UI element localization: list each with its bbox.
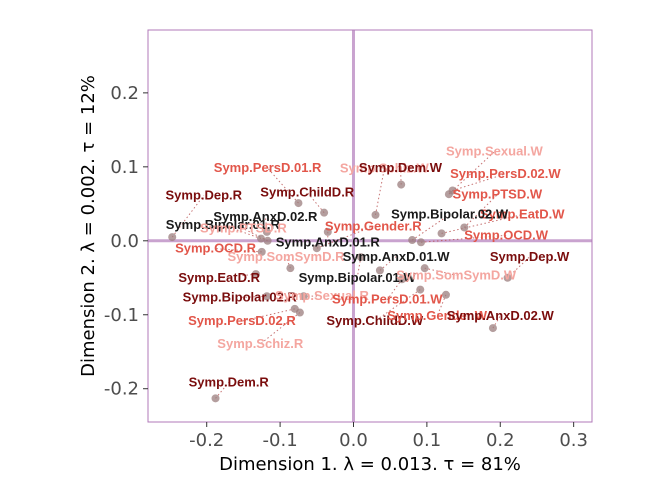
- data-label: Symp.Bipolar.01.W: [299, 270, 417, 285]
- data-point: [312, 244, 321, 253]
- data-point: [416, 285, 425, 294]
- label-connector: [306, 192, 325, 214]
- label-connector: [215, 382, 230, 399]
- label-connector: [259, 312, 301, 345]
- data-label: Symp.PersD.02.W: [450, 166, 561, 181]
- data-label: Symp.Schiz.W: [340, 161, 430, 176]
- data-point: [262, 227, 271, 236]
- label-connector: [264, 216, 268, 232]
- data-label: Symp.Sexual.R: [275, 288, 370, 303]
- data-label: Symp.PersD.02.R: [188, 313, 296, 328]
- y-tick-label: 0.1: [110, 157, 139, 178]
- data-point: [371, 210, 380, 219]
- x-tick-label: 0.2: [486, 430, 515, 451]
- label-connector: [386, 278, 403, 300]
- y-tick-label: 0.0: [110, 231, 139, 252]
- x-tick-label: 0.1: [413, 430, 442, 451]
- data-point: [262, 292, 271, 301]
- x-tick-label: -0.2: [189, 430, 224, 451]
- data-label: Symp.Bipolar.02.W: [391, 207, 509, 222]
- data-label: Symp.EatD.R: [178, 270, 260, 285]
- data-point: [356, 253, 365, 262]
- y-axis-title: Dimension 2. λ = 0.002. τ = 12%: [78, 75, 99, 377]
- data-label: Symp.Dep.R: [165, 187, 242, 202]
- data-label: Symp.Gender.W: [387, 308, 487, 323]
- data-point: [503, 273, 512, 282]
- y-tick-label: 0.2: [110, 83, 139, 104]
- data-label: Symp.PersD.01.W: [332, 292, 443, 307]
- data-label: Symp.AnxD.02.W: [447, 308, 555, 323]
- data-point: [320, 208, 329, 217]
- label-connector: [239, 295, 267, 298]
- data-label: Symp.Gender.R: [325, 218, 422, 233]
- x-tick-label: -0.1: [263, 430, 298, 451]
- label-connector: [441, 214, 523, 234]
- data-point: [441, 290, 450, 299]
- data-label: Symp.ChildD.R: [260, 184, 355, 199]
- label-connector: [452, 173, 506, 191]
- data-point: [257, 247, 266, 256]
- data-point: [417, 238, 426, 247]
- data-label: Symp.OCD.W: [464, 227, 549, 242]
- data-label: Symp.OCD.R: [175, 241, 257, 256]
- data-point: [437, 229, 446, 238]
- label-connector: [171, 195, 205, 238]
- data-point: [323, 227, 332, 236]
- data-label: Symp.Dep.W: [490, 249, 570, 264]
- data-point: [251, 270, 260, 279]
- data-label: Symp.AnxD.01.R: [276, 235, 381, 250]
- data-point: [375, 266, 384, 275]
- data-label: Symp.Schiz.R: [217, 336, 304, 351]
- data-label: Symp.AnxD.01.W: [343, 249, 451, 264]
- x-tick-label: 0.3: [559, 430, 588, 451]
- data-label: Symp.SomSymD.R: [227, 249, 345, 264]
- data-point: [397, 180, 406, 189]
- y-tick-label: -0.2: [104, 379, 139, 400]
- axes: -0.2 -0.1 0.0 0.1 0.2 0.3 -0.2 -0.1 0.0 0.1 0.2: [104, 83, 588, 451]
- data-point: [263, 236, 272, 245]
- data-label: Symp.AnxD.02.R: [213, 209, 318, 224]
- plot-frame: [147, 29, 593, 423]
- label-connector: [424, 267, 457, 276]
- label-connector: [222, 224, 262, 240]
- data-label: Symp.Dem.W: [359, 160, 443, 175]
- data-label: Symp.Dem.R: [189, 374, 270, 389]
- x-tick-label: 0.0: [339, 430, 368, 451]
- label-connector: [507, 256, 530, 279]
- data-label: Symp.PersD.01.R: [214, 160, 322, 175]
- data-label: Symp.ChildD.W: [326, 313, 424, 328]
- reference-lines: [148, 30, 592, 422]
- label-connector: [241, 308, 295, 322]
- data-point: [460, 223, 469, 232]
- data-label: Symp.Sexual.W: [446, 144, 544, 159]
- data-point: [257, 234, 266, 243]
- data-labels: Symp.Dem.R Symp.Schiz.R Symp.PersD.02.R Sym…: [165, 144, 570, 390]
- data-point: [286, 264, 295, 273]
- data-point: [290, 304, 299, 313]
- data-label: Symp.EatD.W: [480, 207, 565, 222]
- data-point: [211, 394, 220, 403]
- data-label: Symp.PTSD.R: [200, 221, 287, 236]
- data-point: [408, 236, 417, 245]
- data-point: [299, 292, 308, 301]
- data-label: Symp.PTSD.W: [453, 187, 543, 202]
- x-axis-title: Dimension 1. λ = 0.013. τ = 81%: [219, 454, 521, 475]
- data-label: Symp.SomSymD.W: [396, 267, 517, 282]
- y-tick-label: -0.1: [104, 305, 139, 326]
- label-connector: [399, 167, 402, 185]
- data-point: [444, 190, 453, 199]
- data-points: [168, 180, 512, 403]
- label-connector: [374, 289, 421, 322]
- data-label: Symp.Bipolar.02.R: [183, 289, 298, 304]
- data-point: [488, 324, 497, 333]
- data-point: [420, 264, 429, 273]
- data-label: Symp.Bipolar.01.R: [166, 217, 281, 232]
- data-point: [397, 275, 406, 284]
- data-point: [294, 199, 303, 208]
- data-point: [168, 233, 177, 242]
